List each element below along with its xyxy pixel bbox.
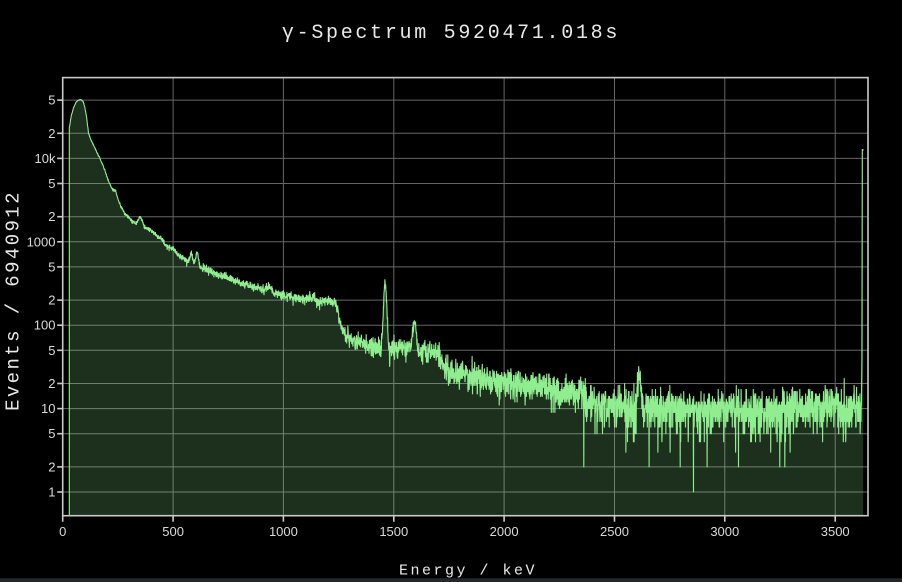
svg-text:Events / 6940912: Events / 6940912 — [3, 190, 25, 411]
svg-text:2: 2 — [48, 293, 55, 308]
svg-text:5: 5 — [48, 93, 55, 108]
svg-text:5: 5 — [48, 343, 55, 358]
svg-text:0: 0 — [59, 524, 66, 539]
svg-text:2: 2 — [48, 209, 55, 224]
svg-text:γ-Spectrum 5920471.018s: γ-Spectrum 5920471.018s — [282, 22, 620, 45]
svg-text:10k: 10k — [35, 151, 56, 166]
svg-text:1000: 1000 — [269, 524, 298, 539]
svg-text:500: 500 — [162, 524, 184, 539]
svg-text:5: 5 — [48, 426, 55, 441]
svg-text:1000: 1000 — [27, 234, 56, 249]
svg-text:2: 2 — [48, 376, 55, 391]
svg-text:2: 2 — [48, 126, 55, 141]
svg-text:100: 100 — [34, 318, 56, 333]
svg-text:3500: 3500 — [821, 524, 850, 539]
svg-text:Energy / keV: Energy / keV — [399, 562, 537, 579]
svg-text:5: 5 — [48, 176, 55, 191]
svg-text:5: 5 — [48, 259, 55, 274]
svg-text:2000: 2000 — [490, 524, 519, 539]
svg-text:2500: 2500 — [600, 524, 629, 539]
svg-text:3000: 3000 — [710, 524, 739, 539]
svg-text:1500: 1500 — [379, 524, 408, 539]
svg-text:10: 10 — [41, 401, 55, 416]
svg-text:1: 1 — [48, 485, 55, 500]
svg-text:2: 2 — [48, 459, 55, 474]
